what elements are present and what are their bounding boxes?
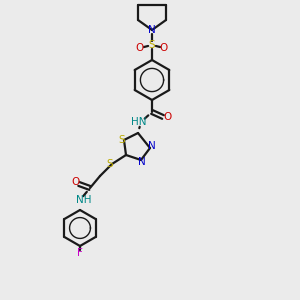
Text: HN: HN [131,117,147,127]
Text: F: F [77,248,83,258]
Text: S: S [119,135,125,145]
Text: O: O [163,112,171,122]
Text: O: O [160,43,168,53]
Text: N: N [148,141,156,151]
Text: N: N [148,25,156,35]
Text: O: O [136,43,144,53]
Text: O: O [71,177,79,187]
Text: NH: NH [76,195,92,205]
Text: S: S [149,40,155,50]
Text: N: N [138,157,146,167]
Text: S: S [107,159,113,169]
